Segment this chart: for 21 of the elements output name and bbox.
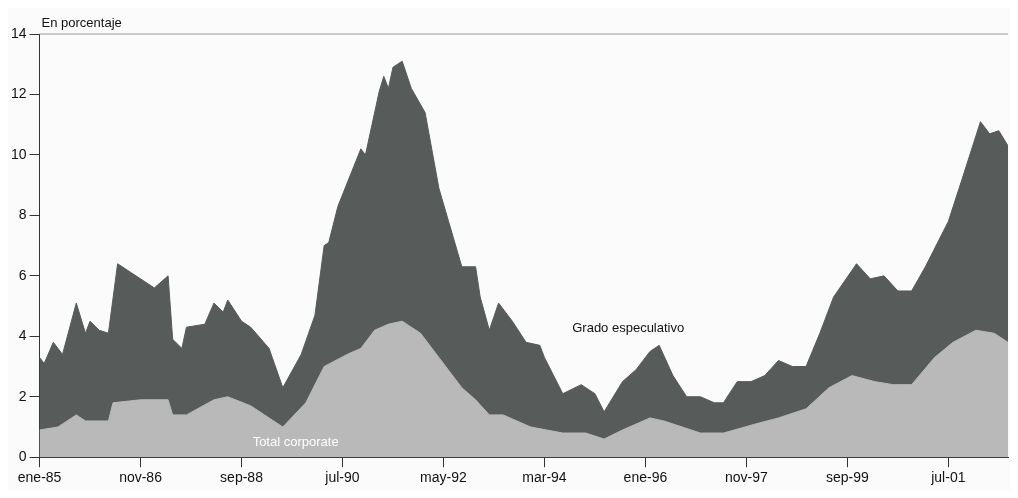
x-tick-label: nov-86	[119, 469, 163, 486]
x-tick-label: jul-01	[930, 469, 966, 486]
x-tick-label: ene-85	[17, 469, 62, 486]
y-tick-label: 6	[18, 266, 27, 283]
x-tick-label: ene-96	[623, 469, 668, 486]
y-tick-label: 10	[10, 145, 27, 162]
series-label: Total corporate	[252, 433, 339, 449]
y-tick-label: 14	[10, 24, 27, 41]
x-tick-label: sep-88	[220, 469, 264, 486]
y-tick-label: 8	[18, 206, 27, 223]
x-tick-label: jul-90	[324, 469, 360, 486]
y-tick-label: 0	[18, 448, 27, 465]
y-tick-label: 4	[18, 327, 27, 344]
y-axis-title: En porcentaje	[41, 15, 122, 31]
y-tick-label: 2	[18, 387, 27, 404]
y-tick-label: 12	[10, 85, 27, 102]
x-tick-label: nov-97	[724, 469, 768, 486]
x-tick-label: sep-99	[825, 469, 869, 486]
x-tick-label: may-92	[420, 469, 468, 486]
text: Grado especulativo	[572, 319, 685, 335]
x-tick-label: mar-94	[522, 469, 567, 486]
